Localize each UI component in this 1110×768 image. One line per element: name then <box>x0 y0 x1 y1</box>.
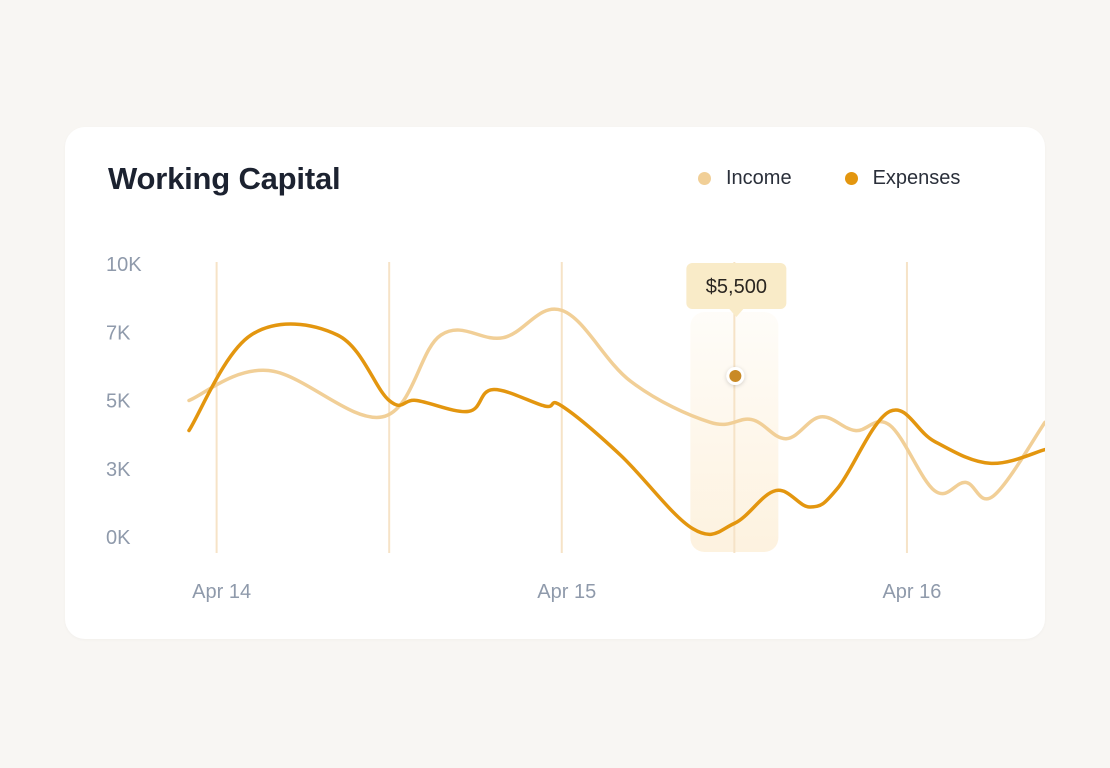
x-tick-label: Apr 16 <box>882 581 941 603</box>
series-line-expenses <box>187 322 1045 537</box>
y-tick-label: 7K <box>106 322 131 344</box>
tooltip-box <box>686 263 787 309</box>
chart-legend: Income Expenses <box>698 167 960 190</box>
line-chart: 10K 7K 5K 3K 0K Apr 14 Apr 15 Apr 16 $5,500 <box>106 254 1045 603</box>
legend-label-expenses: Expenses <box>872 167 961 189</box>
legend-dot-income <box>698 172 711 185</box>
legend-dot-expenses <box>844 172 858 185</box>
legend-item-expenses[interactable]: Expenses <box>844 167 961 190</box>
tooltip-value: $5,500 <box>706 276 767 298</box>
legend-item-income[interactable]: Income <box>698 167 792 190</box>
chart-title: Working Capital <box>108 161 341 196</box>
hover-point <box>729 370 742 382</box>
y-tick-label: 0K <box>106 527 131 549</box>
y-tick-label: 3K <box>106 459 131 481</box>
tooltip-pointer <box>729 309 744 317</box>
x-tick-label: Apr 15 <box>537 581 596 603</box>
chart-card: Working Capital Income Expenses 10K 7K 5K 3… <box>65 127 1045 639</box>
x-tick-label: Apr 14 <box>192 581 251 603</box>
y-tick-label: 5K <box>106 391 131 413</box>
series-line-income <box>187 307 1045 501</box>
legend-label-income: Income <box>726 167 792 189</box>
y-tick-label: 10K <box>106 254 142 276</box>
